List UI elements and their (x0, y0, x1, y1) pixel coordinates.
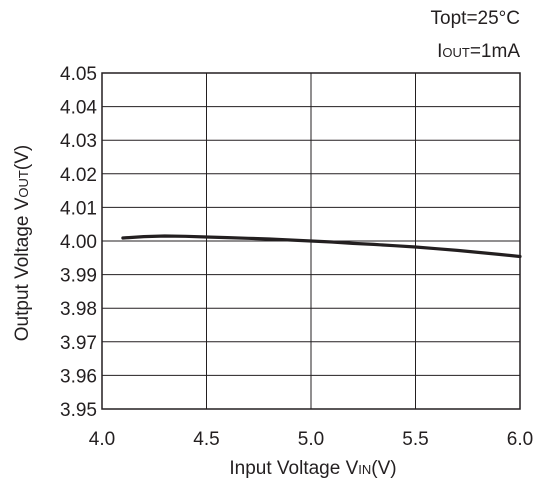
x-tick-labels: 4.0 4.5 5.0 5.5 6.0 (89, 429, 533, 450)
x-tick-label: 4.0 (89, 429, 115, 450)
x-tick-label: 6.0 (507, 429, 533, 450)
x-tick-label: 4.5 (193, 429, 219, 450)
y-tick-label: 3.95 (60, 400, 97, 421)
y-axis-title: Output Voltage VOUT(V) (12, 145, 33, 341)
y-tick-label: 4.05 (60, 64, 97, 85)
y-tick-label: 4.04 (60, 98, 97, 119)
series-layer (121, 234, 522, 259)
y-tick-labels: 4.05 4.04 4.03 4.02 4.01 4.00 3.99 3.98 3.97 3.96… (60, 64, 97, 421)
plot-frame (101, 72, 521, 410)
condition-temperature: Topt=25°C (431, 8, 520, 29)
y-tick-label: 4.01 (60, 198, 97, 219)
x-axis-title: Input Voltage VIN(V) (229, 458, 396, 479)
y-tick-label: 4.00 (60, 232, 97, 253)
condition-output-current: IOUT=1mA (437, 41, 520, 62)
x-tick-label: 5.5 (402, 429, 428, 450)
series-line-0 (121, 234, 522, 259)
y-tick-label: 3.98 (60, 299, 97, 320)
x-tick-label: 5.0 (298, 429, 324, 450)
y-tick-label: 3.99 (60, 266, 97, 287)
y-tick-label: 4.03 (60, 131, 97, 152)
y-tick-label: 3.97 (60, 333, 97, 354)
y-tick-label: 3.96 (60, 366, 97, 387)
y-tick-label: 4.02 (60, 165, 97, 186)
